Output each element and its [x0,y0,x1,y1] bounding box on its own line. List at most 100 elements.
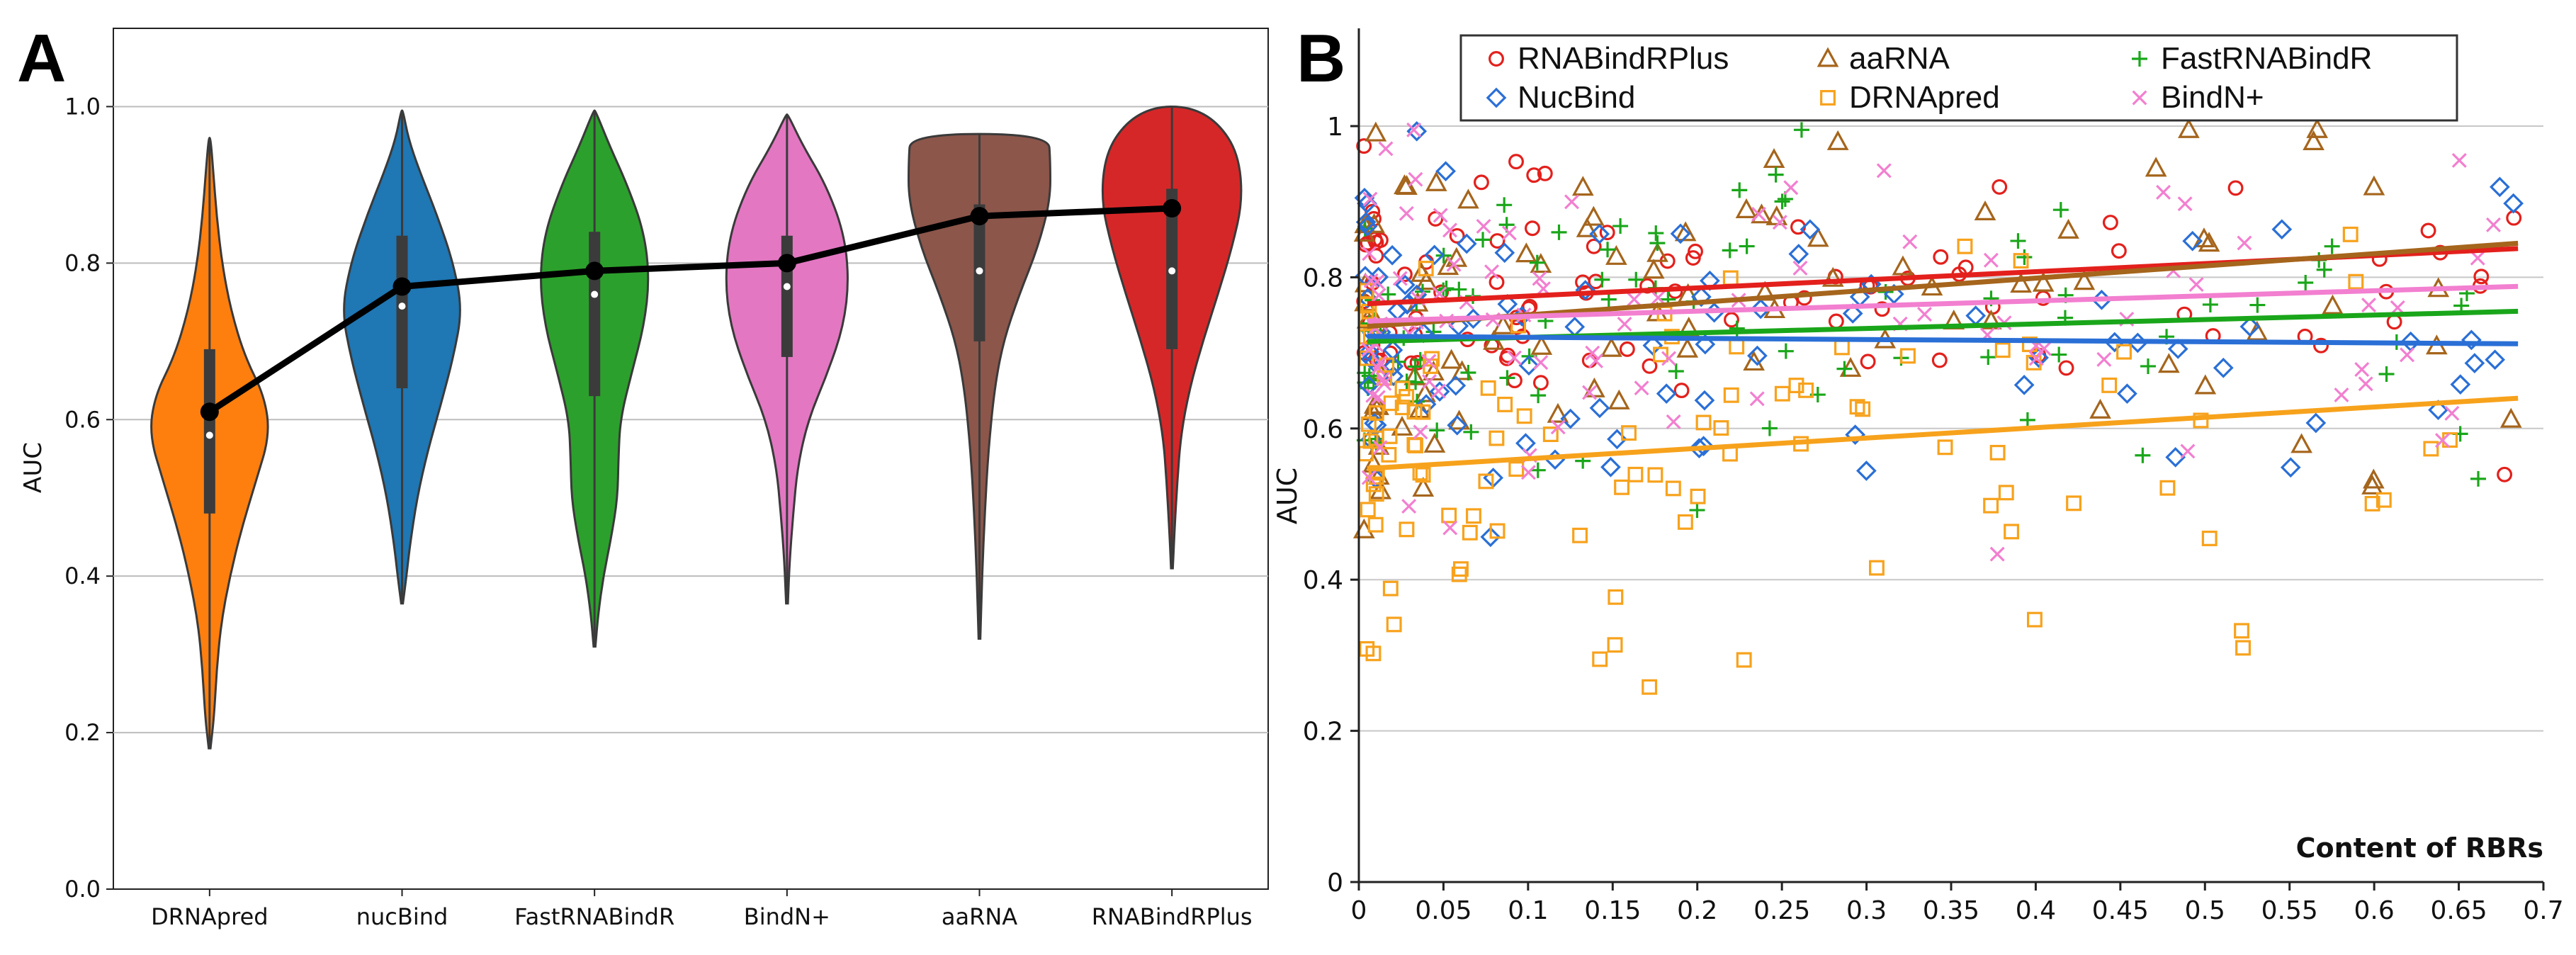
point-DRNApred [1653,346,1668,363]
panel-b-x-tick-label: 0.2 [1677,896,1717,925]
point-BindN+ [1501,225,1517,241]
point-aaRNA [2157,353,2180,373]
point-DRNApred [1677,514,1693,530]
point-BindN+ [1392,271,1408,286]
point-RNABindRPlus [2058,360,2074,376]
point-FastRNABindR [1496,197,1513,213]
panel-b-trendlines [1367,240,2519,471]
point-FastRNABindR [2324,238,2340,254]
point-DRNApred [2364,495,2380,512]
point-BindN+ [2486,217,2501,232]
point-RNABindRPlus [1526,167,1542,183]
point-NucBind [1456,233,1477,254]
point-aaRNA [2322,294,2344,315]
point-FastRNABindR [1761,420,1778,436]
mean-point-FastRNABindR [585,261,604,281]
legend-box [1459,34,2458,122]
point-BindN+ [2444,405,2460,421]
point-DRNApred [1690,488,1706,504]
point-BindN+ [1661,351,1677,366]
point-NucBind [1494,242,1515,264]
trendline-aaRNA [1367,240,2519,329]
point-FastRNABindR [2470,470,2487,487]
point-NucBind [1842,303,1863,324]
point-DRNApred [1480,380,1496,396]
point-aaRNA [1821,266,1844,287]
point-DRNApred [2201,531,2218,546]
point-FastRNABindR [2140,358,2156,374]
point-NucBind [2239,316,2261,337]
panel-a-y-ticks: 0.0 0.2 0.4 0.6 0.8 1.0 [64,93,113,903]
panel-b-x-ticks: 0 0.05 0.1 0.15 0.2 0.25 0.3 0.35 0.4 0.45 0.5 0.55… [1351,882,2564,925]
legend-label-DRNApred: DRNApred [1849,80,2000,115]
point-BindN+ [2354,362,2370,377]
panel-a-x-tick-label-FastRNABindR: FastRNABindR [514,903,674,930]
point-aaRNA [2073,270,2096,290]
point-DRNApred [1736,652,1752,668]
point-BindN+ [1532,271,1547,286]
legend-label-NucBind: NucBind [1518,80,1635,115]
point-BindN+ [1369,274,1385,290]
point-RNABindRPlus [1642,358,1658,374]
point-DRNApred [1542,426,1559,442]
point-BindN+ [2180,443,2196,459]
panel-b-gridlines [1359,125,2543,732]
panel-a-y-tick-label: 1.0 [64,93,101,120]
point-NucBind [1435,161,1456,182]
point-DRNApred [1453,561,1469,577]
point-aaRNA [2178,118,2200,138]
point-RNABindRPlus [2386,314,2402,330]
point-aaRNA [1412,476,1435,497]
panel-b-x-tick-label: 0.25 [1753,896,1810,925]
point-RNABindRPlus [1796,290,1812,306]
point-DRNApred [1386,616,1402,633]
point-DRNApred [1998,485,2014,501]
legend-marker-DRNApred [1820,90,1836,106]
point-BindN+ [1406,122,1422,137]
panel-a-mean-line [200,199,1182,422]
point-FastRNABindR [2010,233,2026,249]
panel-b-x-tick-label: 0.05 [1415,896,1471,925]
point-BindN+ [1666,414,1681,429]
point-aaRNA [1892,255,1914,276]
point-DRNApred [1508,461,1525,478]
point-aaRNA [1600,337,1622,357]
point-NucBind [1445,375,1467,396]
point-BindN+ [1446,256,1462,272]
point-DRNApred [1489,523,1506,539]
point-BindN+ [2451,152,2467,168]
point-BindN+ [2470,250,2485,266]
point-DRNApred [1367,516,1384,533]
point-BindN+ [1362,191,1378,207]
point-RNABindRPlus [2111,243,2127,259]
point-BindN+ [1476,218,1491,234]
point-DRNApred [2004,524,2020,540]
point-FastRNABindR [2378,366,2395,382]
point-DRNApred [1608,589,1624,605]
point-aaRNA [1414,382,1436,402]
point-aaRNA [1642,259,1665,279]
point-BindN+ [2177,196,2193,212]
point-aaRNA [1423,432,1446,453]
legend-label-BindN+: BindN+ [2161,80,2264,115]
point-BindN+ [1749,391,1765,407]
point-BindN+ [1588,353,1603,368]
point-FastRNABindR [2298,274,2314,290]
panel-a-y-tick-label: 0.6 [64,406,101,433]
point-DRNApred [1394,380,1411,397]
panel-b-x-tick-label: 0.7 [2523,896,2563,925]
panel-b-scatter-chart: 0 0.2 0.4 0.6 0.8 1 0 0.05 0.1 0.15 0.2 0.25 0.3 0.3… [1272,28,2564,925]
point-BindN+ [1413,424,1428,440]
point-NucBind [1480,526,1501,548]
panel-a-plot-area [113,28,1269,890]
point-RNABindRPlus [1506,373,1523,389]
point-RNABindRPlus [1537,165,1553,181]
point-NucBind [2213,357,2234,378]
point-BindN+ [1533,355,1549,371]
point-BindN+ [1361,470,1377,485]
point-RNABindRPlus [1474,174,1489,191]
point-BindN+ [1401,499,1417,514]
point-BindN+ [1422,374,1437,390]
point-BindN+ [1983,252,1999,268]
point-DRNApred [1365,645,1382,662]
